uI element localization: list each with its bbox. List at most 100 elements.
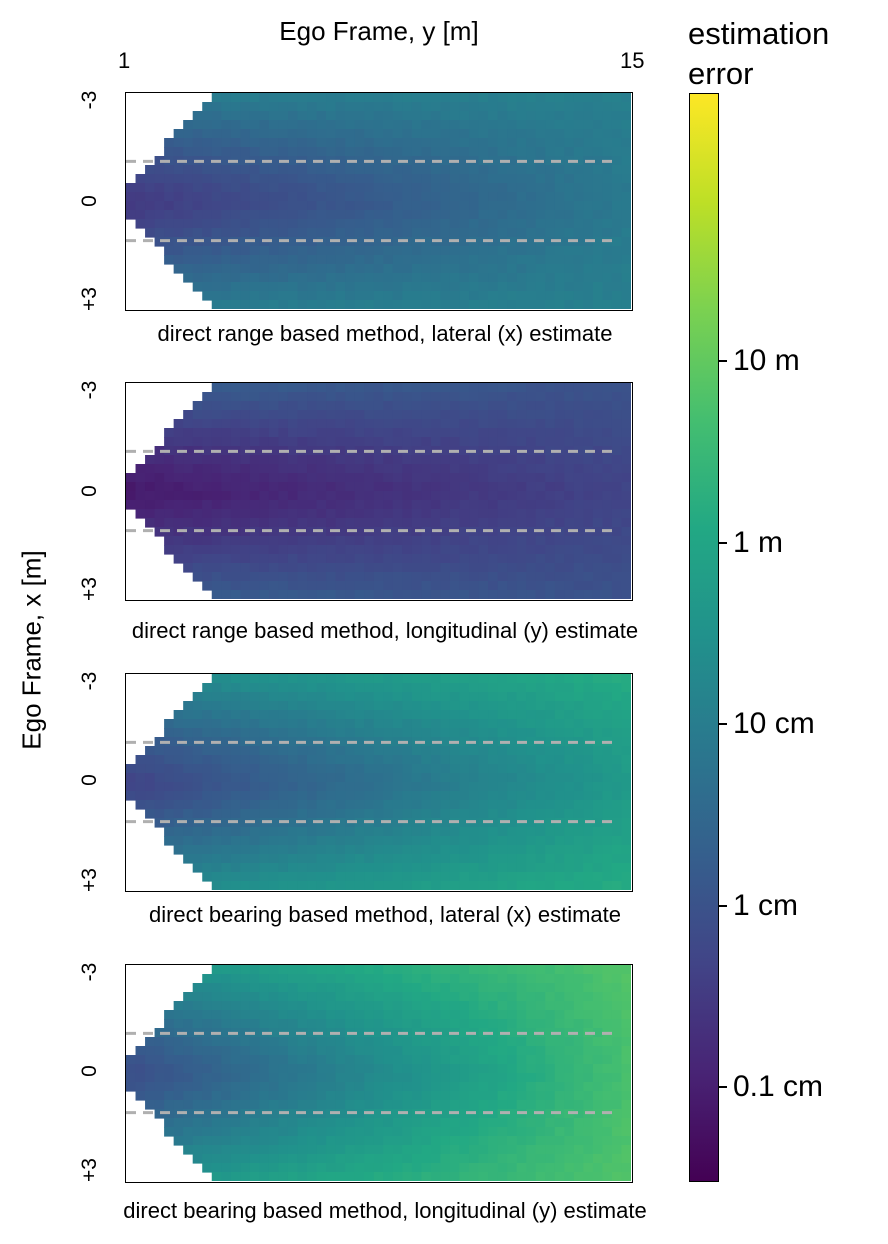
heatmap-cell	[573, 264, 584, 274]
heatmap-cell	[621, 554, 631, 564]
heatmap-cell	[449, 1172, 461, 1181]
heatmap-cell	[211, 509, 222, 519]
heatmap-cell	[192, 764, 203, 774]
heatmap-cell	[173, 192, 184, 202]
heatmap-cell	[440, 1037, 451, 1047]
heatmap-cell	[516, 863, 527, 873]
heatmap-cell	[297, 845, 308, 855]
heatmap-cell	[497, 974, 508, 984]
heatmap-cell	[354, 1163, 365, 1173]
heatmap-cell	[230, 282, 241, 292]
heatmap-cell	[402, 1118, 413, 1128]
heatmap-cell	[488, 1073, 499, 1083]
heatmap-cell	[268, 572, 280, 582]
heatmap-cell	[430, 827, 442, 837]
heatmap-cell	[545, 854, 556, 864]
heatmap-cell	[364, 392, 375, 402]
heatmap-canvas-3	[126, 674, 631, 890]
heatmap-cell	[335, 518, 346, 528]
heatmap-cell	[297, 1163, 308, 1173]
heatmap-cell	[392, 809, 403, 819]
heatmap-cell	[573, 1163, 584, 1173]
heatmap-cell	[602, 974, 613, 984]
heatmap-cell	[611, 446, 623, 456]
y-tick-label-bottom: +3	[78, 577, 101, 601]
heatmap-cell	[554, 572, 565, 582]
heatmap-cell	[402, 219, 413, 229]
heatmap-cell	[564, 138, 575, 148]
heatmap-cell	[621, 228, 631, 238]
heatmap-cell	[402, 392, 413, 402]
heatmap-cell	[516, 482, 527, 492]
heatmap-cell	[287, 755, 299, 765]
heatmap-cell	[221, 581, 232, 591]
heatmap-cell	[526, 156, 537, 166]
heatmap-cell	[602, 1172, 613, 1181]
heatmap-cell	[488, 791, 499, 801]
heatmap-cell	[268, 392, 280, 402]
heatmap-cell	[392, 545, 403, 555]
heatmap-cell	[354, 491, 365, 501]
heatmap-cell	[564, 1064, 575, 1074]
heatmap-cell	[402, 491, 413, 501]
heatmap-cell	[240, 464, 251, 474]
heatmap-cell	[278, 1154, 289, 1164]
heatmap-cell	[202, 273, 213, 283]
heatmap-cell	[354, 291, 365, 301]
heatmap-cell	[507, 818, 518, 828]
heatmap-cell	[402, 437, 413, 447]
heatmap-cell	[202, 1019, 213, 1029]
heatmap-cell	[488, 473, 499, 483]
heatmap-cell	[611, 500, 623, 510]
heatmap-cell	[459, 156, 470, 166]
heatmap-cell	[507, 183, 518, 193]
heatmap-cell	[545, 383, 556, 393]
heatmap-cell	[326, 1100, 337, 1110]
heatmap-cell	[183, 446, 194, 456]
heatmap-cell	[507, 401, 518, 411]
heatmap-cell	[526, 836, 537, 846]
heatmap-cell	[497, 1118, 508, 1128]
heatmap-cell	[469, 228, 480, 238]
heatmap-cell	[402, 827, 413, 837]
heatmap-cell	[364, 129, 375, 139]
heatmap-cell	[421, 138, 432, 148]
heatmap-cell	[535, 111, 546, 121]
heatmap-cell	[202, 437, 213, 447]
heatmap-cell	[135, 210, 146, 220]
heatmap-cell	[307, 1109, 318, 1119]
heatmap-cell	[316, 701, 327, 711]
heatmap-cell	[602, 392, 613, 402]
heatmap-cell	[202, 1046, 213, 1056]
heatmap-cell	[373, 491, 384, 501]
heatmap-cell	[526, 102, 537, 112]
heatmap-cell	[421, 300, 432, 309]
heatmap-cell	[611, 818, 623, 828]
heatmap-cell	[421, 746, 432, 756]
heatmap-cell	[402, 246, 413, 256]
heatmap-cell	[364, 572, 375, 582]
heatmap-cell	[516, 974, 527, 984]
heatmap-cell	[364, 701, 375, 711]
heatmap-cell	[421, 473, 432, 483]
heatmap-cell	[459, 1082, 470, 1092]
heatmap-cell	[526, 764, 537, 774]
heatmap-cell	[211, 1172, 222, 1181]
heatmap-cell	[621, 237, 631, 247]
heatmap-cell	[373, 1172, 384, 1181]
heatmap-cell	[459, 1154, 470, 1164]
heatmap-cell	[364, 428, 375, 438]
heatmap-cell	[411, 1127, 422, 1137]
heatmap-cell	[507, 1118, 518, 1128]
heatmap-cell	[554, 563, 565, 573]
heatmap-cell	[354, 563, 365, 573]
heatmap-cell	[164, 228, 175, 238]
heatmap-cell	[573, 446, 584, 456]
heatmap-cell	[297, 983, 308, 993]
heatmap-cell	[573, 683, 584, 693]
heatmap-cell	[440, 854, 451, 864]
heatmap-cell	[440, 872, 451, 882]
heatmap-cell	[573, 102, 584, 112]
heatmap-cell	[364, 755, 375, 765]
heatmap-cell	[392, 1127, 403, 1137]
